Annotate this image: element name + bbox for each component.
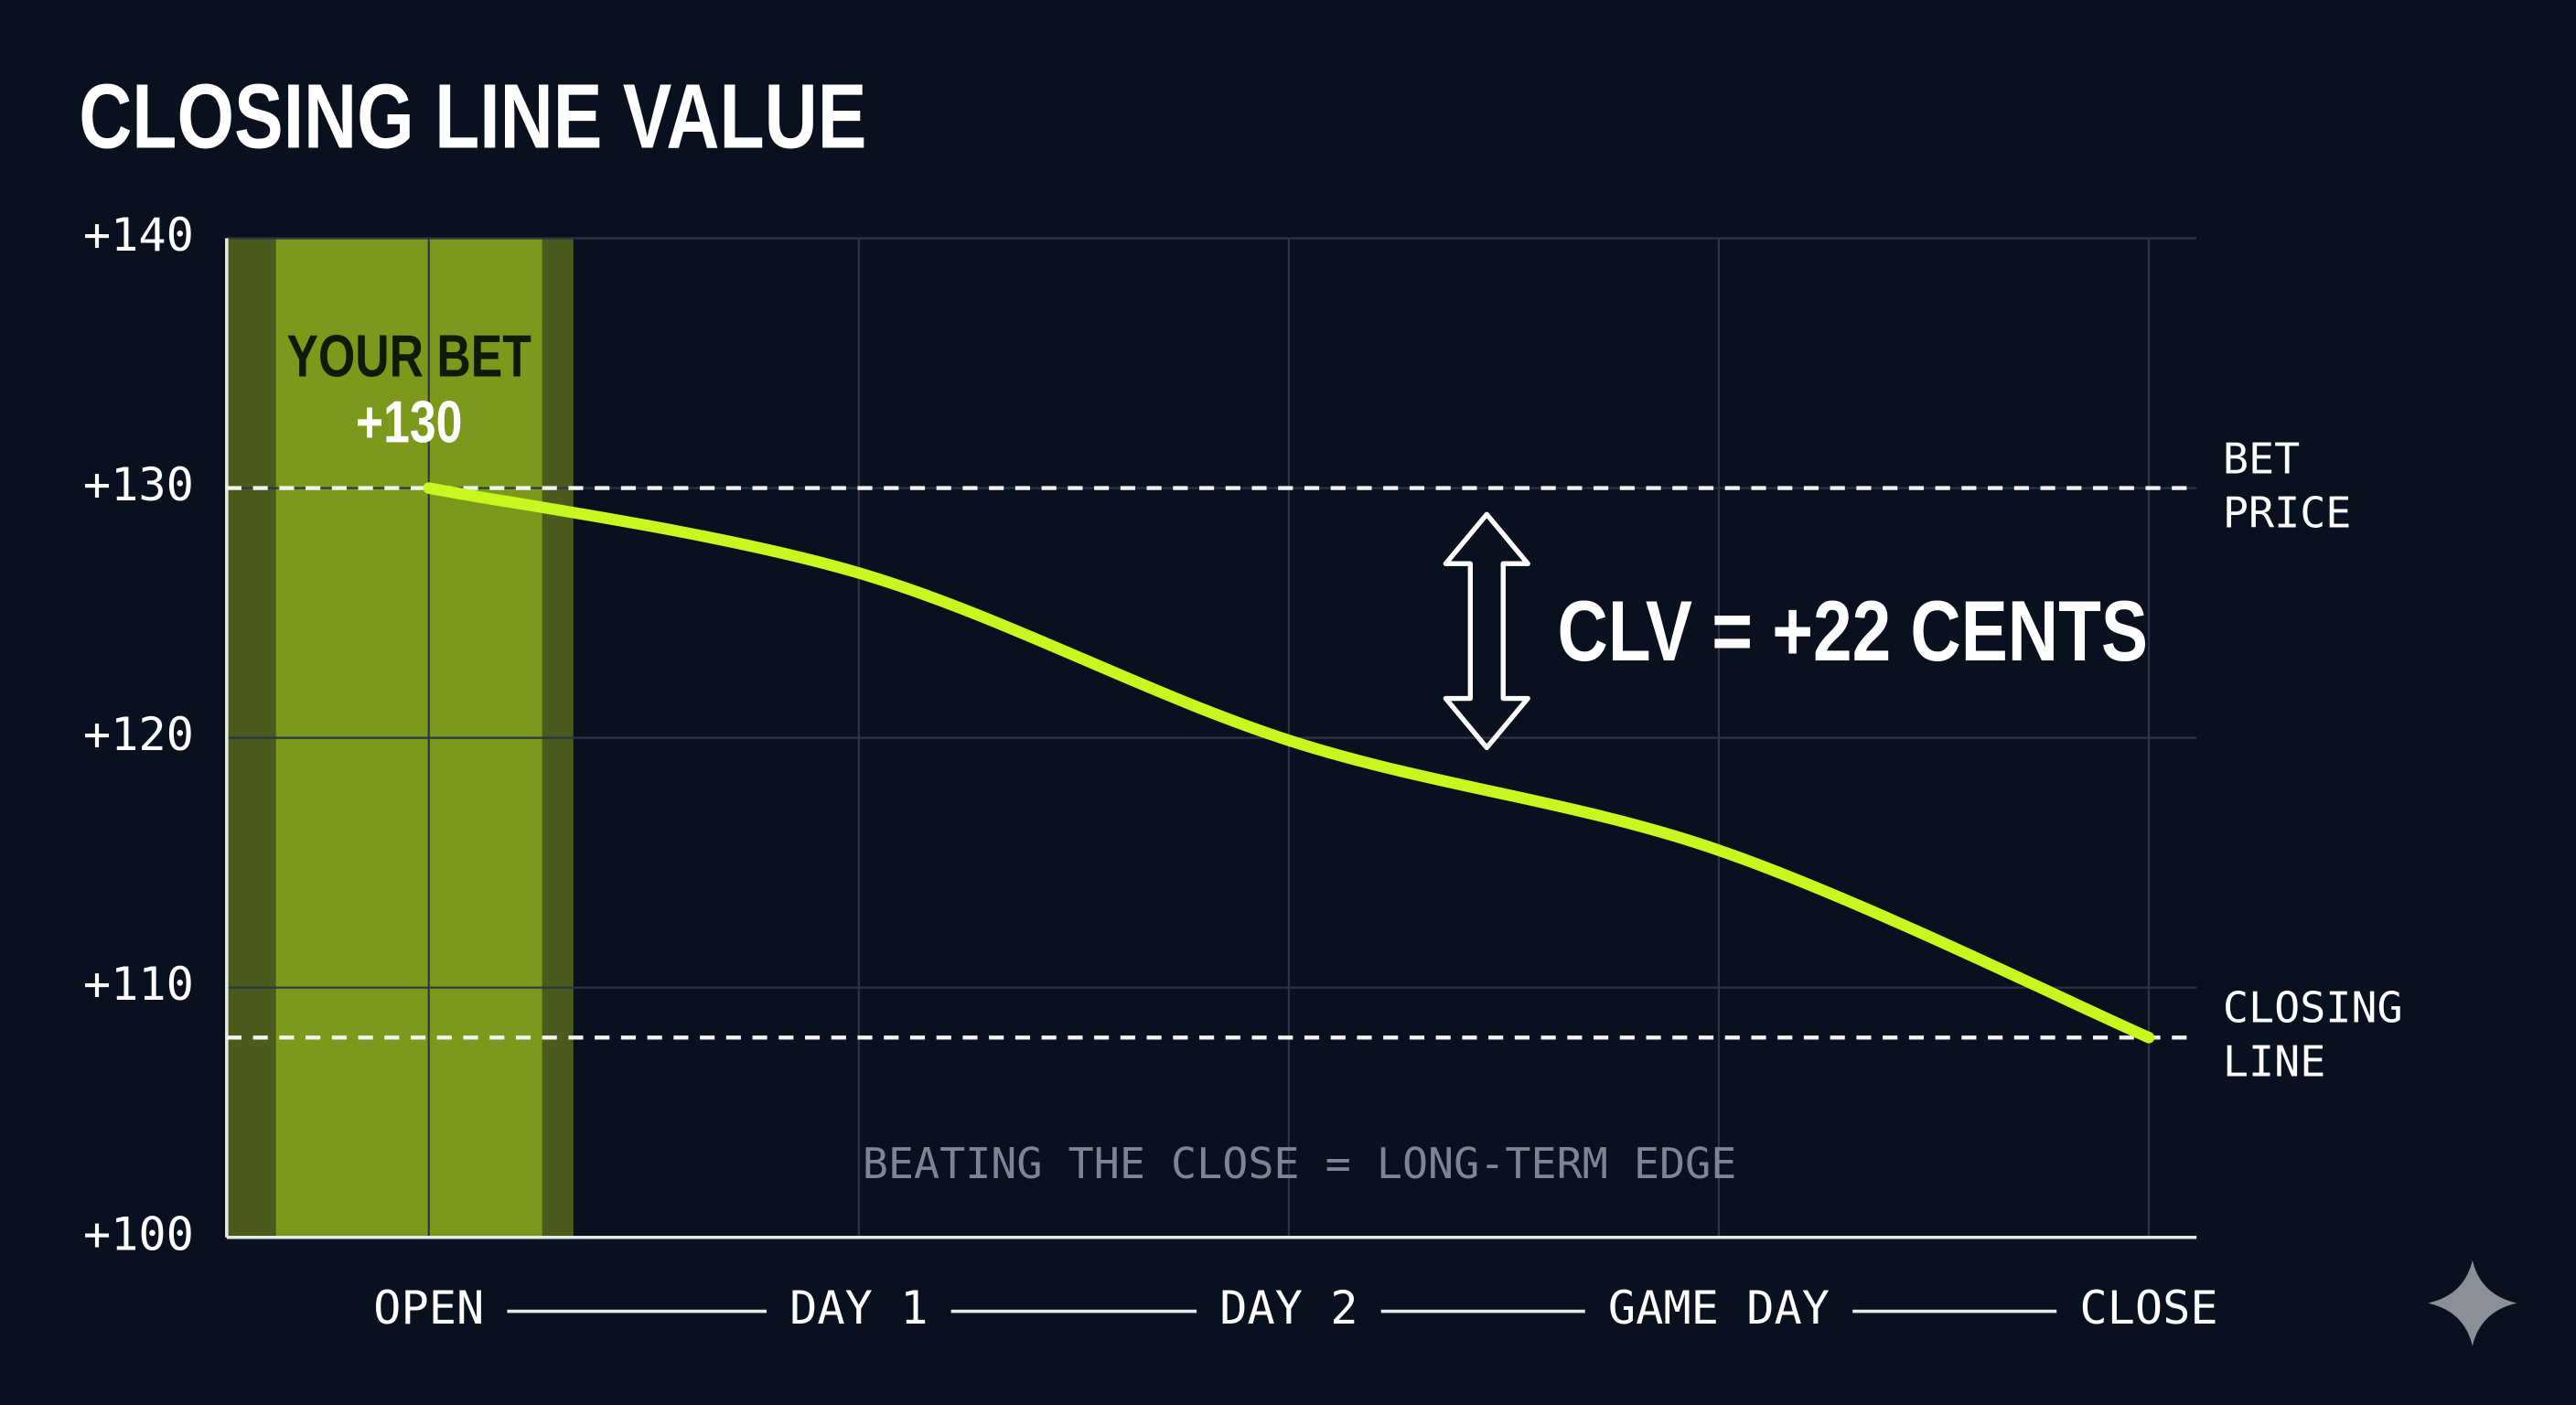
reference-label: CLOSING LINE (2222, 984, 2403, 1089)
x-tick-label: OPEN (373, 1281, 484, 1335)
sparkle-icon (2428, 1260, 2517, 1346)
y-tick-label: +120 (83, 707, 194, 761)
data-line (423, 482, 2155, 1044)
y-tick-label: +140 (83, 208, 194, 262)
value-label: +130 (355, 387, 463, 456)
x-tick-label: CLOSE (2079, 1281, 2217, 1335)
y-tick-label: +130 (83, 457, 194, 511)
highlight-label: YOUR BET (286, 322, 531, 390)
chart-title: CLOSING LINE VALUE (79, 64, 867, 168)
clv-arrow (1443, 511, 1530, 751)
reference-label: BET PRICE (2222, 435, 2352, 540)
x-tick-label: DAY 2 (1219, 1281, 1358, 1335)
y-tick-label: +110 (83, 957, 194, 1011)
x-tick-label: GAME DAY (1608, 1281, 1830, 1335)
footnote: BEATING THE CLOSE = LONG-TERM EDGE (863, 1140, 1737, 1189)
y-tick-label: +100 (83, 1207, 194, 1260)
x-tick-label: DAY 1 (789, 1281, 928, 1335)
clv-annotation: CLV = +22 CENTS (1557, 585, 2148, 681)
